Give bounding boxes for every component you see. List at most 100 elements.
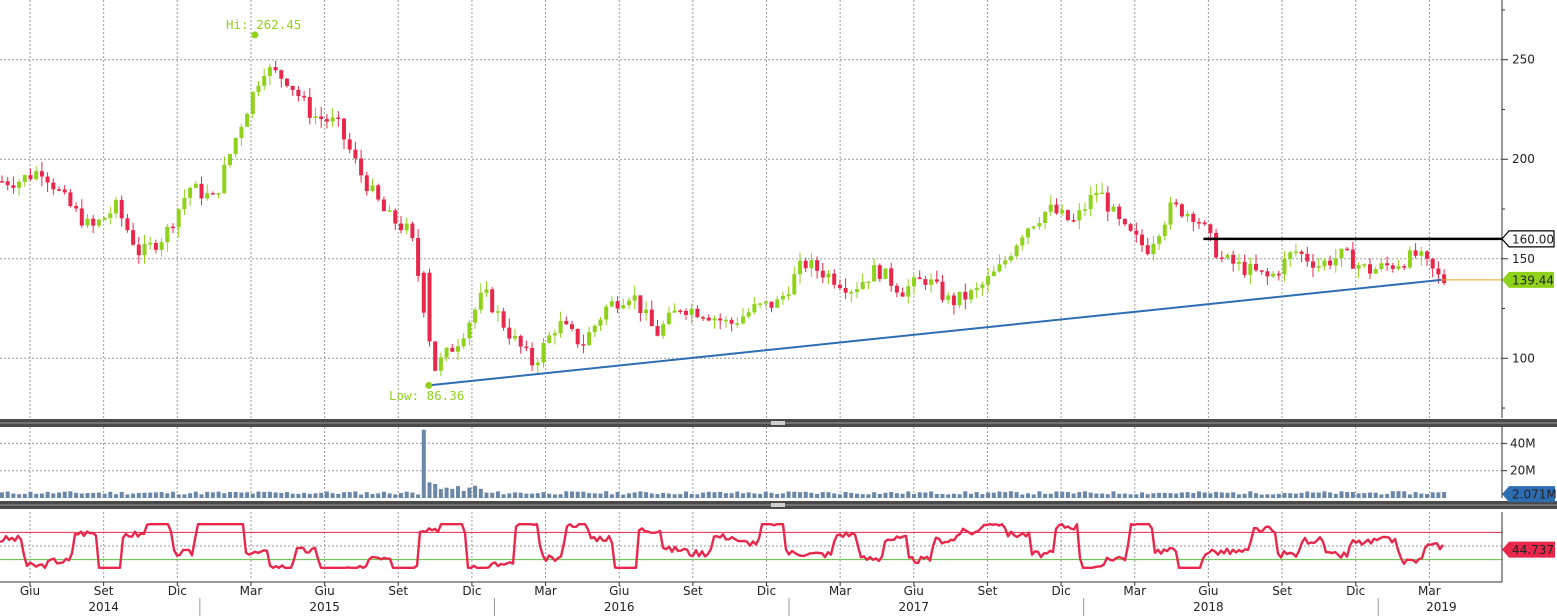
candle-body	[387, 210, 392, 212]
volume-bar	[843, 492, 848, 498]
volume-bar	[535, 493, 540, 498]
volume-bar	[456, 486, 460, 498]
volume-bar	[684, 491, 688, 498]
trendline	[428, 278, 1442, 387]
candle-body	[1197, 221, 1201, 224]
candle-body	[102, 217, 107, 220]
volume-bar	[530, 493, 535, 498]
volume-bar	[792, 491, 797, 498]
volume-bar	[364, 492, 369, 498]
volume-bar	[1225, 492, 1230, 498]
volume-bar	[1350, 492, 1355, 498]
candle-body	[57, 189, 61, 191]
volume-bar	[1265, 494, 1270, 498]
volume-bar	[1088, 492, 1093, 498]
candle-body	[159, 242, 164, 250]
candle-body	[1350, 249, 1355, 269]
volume-bar	[780, 493, 785, 498]
candle-body	[1202, 222, 1207, 225]
volume-bar	[62, 491, 67, 498]
candle-body	[820, 270, 825, 278]
candle-body	[290, 85, 295, 90]
volume-bar	[490, 492, 495, 498]
volume-bar	[313, 493, 318, 498]
candle-body	[176, 209, 181, 228]
candle-body	[997, 264, 1002, 272]
candle-body	[1396, 266, 1401, 269]
volume-bar	[872, 492, 877, 498]
candle-body	[758, 303, 763, 305]
volume-bar	[210, 492, 215, 498]
candle-body	[1282, 258, 1287, 275]
candle-body	[136, 244, 141, 256]
volume-bar	[1003, 492, 1008, 498]
volume-bar	[1333, 493, 1338, 498]
volume-bar	[193, 491, 198, 498]
year-label: 2016	[604, 600, 635, 614]
volume-bar	[957, 494, 962, 498]
candle-body	[1043, 211, 1048, 224]
candle-body	[940, 281, 945, 300]
candle-body	[1179, 204, 1184, 217]
volume-bar	[615, 491, 620, 498]
volume-bar	[1442, 492, 1447, 498]
candle-body	[974, 287, 979, 291]
candle-body	[1316, 266, 1321, 268]
volume-bar	[1151, 493, 1156, 498]
month-label: Set	[388, 584, 408, 598]
candle-body	[627, 300, 631, 306]
candle-body	[860, 281, 865, 290]
volume-bar	[387, 493, 392, 498]
candle-body	[1402, 266, 1407, 268]
candle-body	[1054, 204, 1059, 214]
volume-bar	[718, 491, 723, 498]
candle-body	[210, 193, 215, 195]
candle-body	[1322, 260, 1327, 267]
volume-bar	[125, 494, 130, 498]
candle-body	[826, 273, 831, 278]
candle-body	[980, 284, 985, 288]
candle-body	[1379, 263, 1384, 270]
candle-body	[1231, 254, 1236, 264]
candle-body	[108, 213, 113, 218]
candle-body	[1083, 209, 1087, 211]
volume-bar	[706, 491, 711, 498]
candle-body	[267, 67, 272, 76]
candle-body	[644, 309, 649, 314]
volume-bar	[1037, 491, 1042, 498]
candle-body	[359, 158, 364, 176]
volume-bar	[1402, 491, 1407, 498]
candle-body	[1362, 264, 1367, 266]
candle-body	[855, 289, 859, 292]
candle-body	[1390, 265, 1395, 269]
candle-body	[85, 218, 90, 226]
candle-body	[148, 242, 153, 245]
candle-body	[1271, 273, 1276, 277]
volume-bar	[410, 492, 415, 498]
volume-bar	[1396, 491, 1401, 498]
month-label: Giu	[609, 584, 629, 598]
candle-body	[1065, 210, 1070, 221]
candle-body	[456, 346, 460, 352]
candle-body	[530, 347, 535, 366]
volume-bar	[1140, 492, 1144, 498]
volume-bar	[564, 491, 569, 498]
volume-badge-label: 2.071M	[1512, 488, 1557, 502]
volume-bar	[883, 492, 888, 498]
candle-body	[552, 333, 557, 336]
candle-body	[1077, 210, 1082, 221]
candle-body	[307, 96, 312, 118]
candle-body	[661, 324, 666, 336]
volume-bar	[216, 491, 221, 498]
volume-bar	[974, 492, 979, 498]
volume-bar	[723, 493, 728, 498]
volume-bar	[809, 492, 814, 498]
candle-body	[1368, 264, 1372, 274]
volume-bar	[1242, 493, 1247, 498]
volume-bar	[1145, 494, 1150, 498]
candle-body	[262, 75, 267, 86]
candle-body	[205, 193, 210, 199]
volume-bar	[997, 491, 1002, 498]
candle-body	[570, 324, 574, 329]
candle-body	[1288, 252, 1293, 259]
